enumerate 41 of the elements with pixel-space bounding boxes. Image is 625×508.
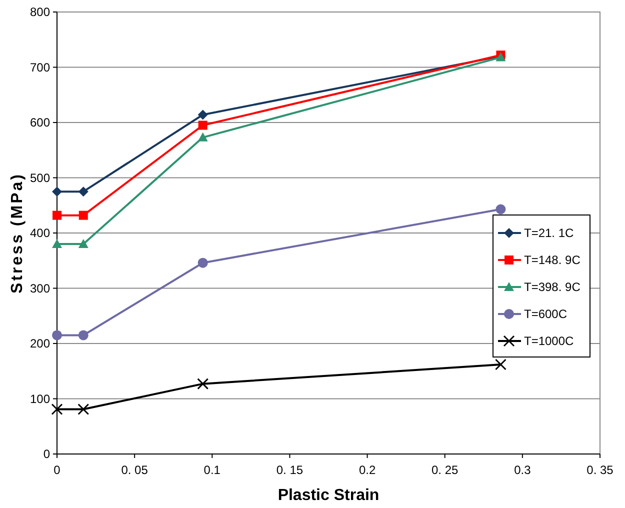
y-tick-label: 300 [30,281,50,296]
x-axis-title: Plastic Strain [278,487,380,504]
point [197,378,209,390]
x-tick-label: 0. 25 [432,463,459,477]
y-tick-label: 600 [30,116,50,130]
point [198,258,208,268]
y-tick-label: 700 [30,60,50,74]
x-tick-label: 0. 05 [121,463,148,477]
point [52,330,62,340]
x-tick-label: 0.2 [358,463,376,477]
legend-label: T=600C [524,307,568,322]
point [52,210,62,220]
x-tick-label: 0. 15 [276,463,304,477]
x-tick-label: 0 [54,463,61,477]
point [52,239,62,248]
point [51,403,63,415]
y-tick-label: 100 [30,392,50,406]
point [494,358,506,370]
y-tick-label: 200 [30,336,50,351]
x-tick-label: 0. 35 [586,463,614,477]
point [78,330,88,340]
y-tick-label: 500 [30,170,50,185]
point [78,239,88,248]
x-tick-label: 0.3 [514,463,532,477]
point [52,186,62,197]
point [198,110,208,120]
point [78,210,88,220]
legend-label: T=398. 9C [524,280,581,294]
y-tick-label: 800 [30,5,50,20]
legend-label: T=1000C [524,334,574,348]
point [198,132,208,142]
point [78,403,90,415]
y-axis-title: Stress (MPa) [9,172,26,294]
point [78,186,88,197]
y-tick-label: 400 [30,226,50,240]
legend-label: T=21. 1C [524,226,574,240]
point [198,120,208,130]
point [496,204,506,214]
y-tick-label: 0 [43,447,50,462]
x-tick-label: 0.1 [204,463,221,477]
legend-label: T=148. 9C [524,253,581,268]
